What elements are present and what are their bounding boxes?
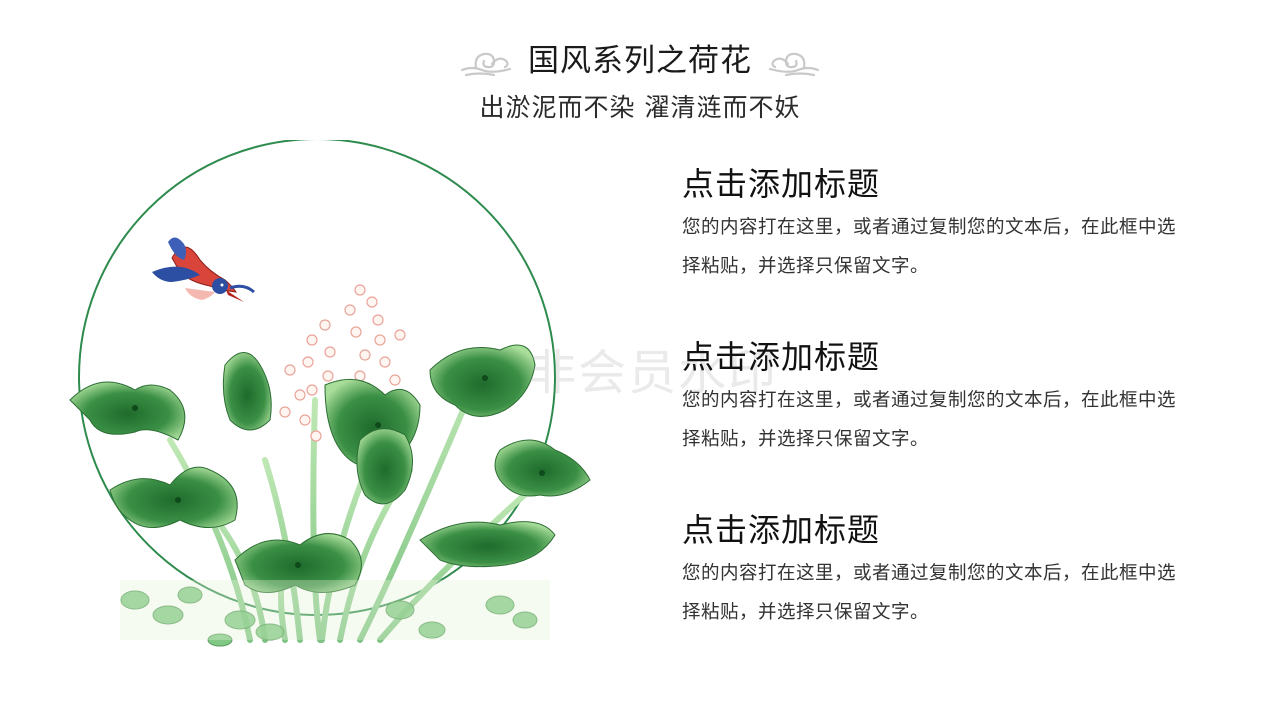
content-item-2: 点击添加标题 您的内容打在这里，或者通过复制您的文本后，在此框中选择粘贴，并选择… <box>682 336 1202 509</box>
slide-header: 国风系列之荷花 出淤泥而不染 濯清涟而不妖 <box>0 38 1280 124</box>
page-title: 国风系列之荷花 <box>528 43 752 79</box>
content-list: 点击添加标题 您的内容打在这里，或者通过复制您的文本后，在此框中选择粘贴，并选择… <box>682 163 1202 682</box>
floating-leaves <box>120 586 538 647</box>
leaves <box>69 344 591 593</box>
title-row: 国风系列之荷花 <box>0 38 1280 84</box>
page-subtitle: 出淤泥而不染 濯清涟而不妖 <box>479 93 801 122</box>
cloud-ornament-right-icon <box>768 52 820 77</box>
item-title[interactable]: 点击添加标题 <box>682 338 881 376</box>
content-item-1: 点击添加标题 您的内容打在这里，或者通过复制您的文本后，在此框中选择粘贴，并选择… <box>682 163 1202 336</box>
flower-spikes <box>279 284 406 442</box>
bird-icon <box>152 237 256 302</box>
item-title[interactable]: 点击添加标题 <box>682 165 881 203</box>
cloud-ornament-left-icon <box>460 52 512 77</box>
item-body[interactable]: 您的内容打在这里，或者通过复制您的文本后，在此框中选择粘贴，并选择只保留文字。 <box>682 390 1177 450</box>
lotus-illustration <box>69 140 591 647</box>
item-body[interactable]: 您的内容打在这里，或者通过复制您的文本后，在此框中选择粘贴，并选择只保留文字。 <box>682 217 1177 277</box>
item-body[interactable]: 您的内容打在这里，或者通过复制您的文本后，在此框中选择粘贴，并选择只保留文字。 <box>682 563 1177 623</box>
leaf-centers <box>132 375 545 568</box>
item-title[interactable]: 点击添加标题 <box>682 511 881 549</box>
water-wash <box>120 580 550 640</box>
content-item-3: 点击添加标题 您的内容打在这里，或者通过复制您的文本后，在此框中选择粘贴，并选择… <box>682 509 1202 682</box>
